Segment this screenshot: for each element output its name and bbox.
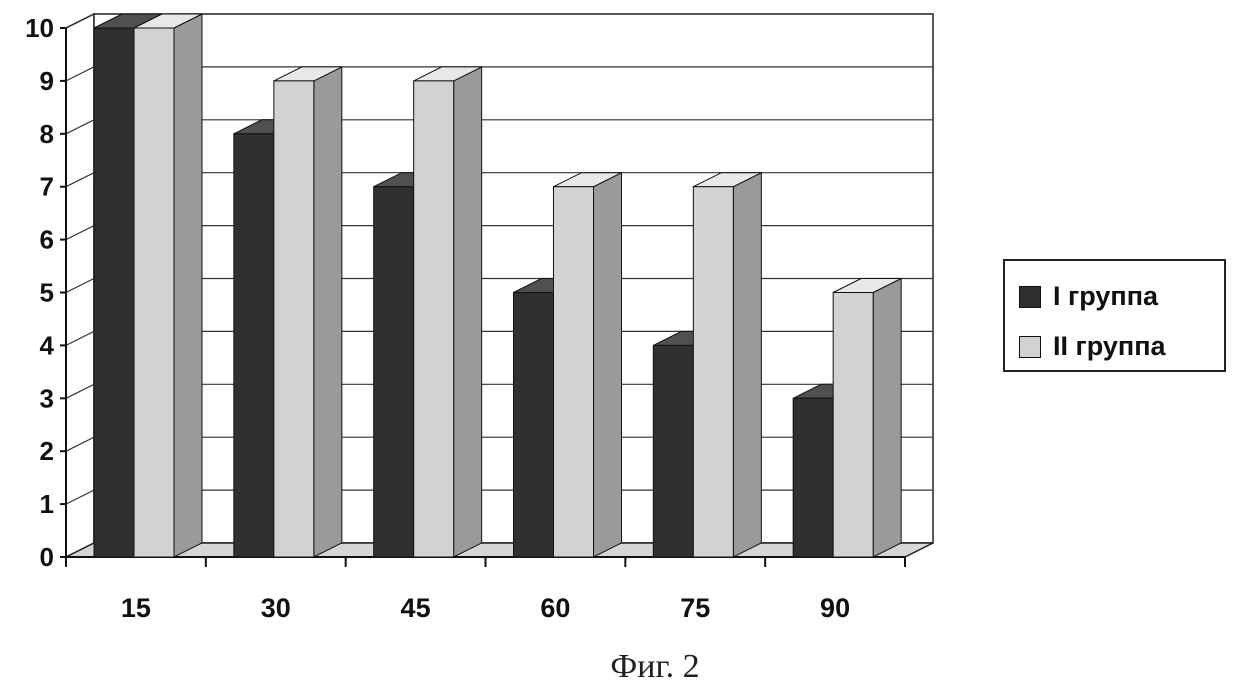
legend-label-group-1: I группа — [1053, 281, 1159, 311]
bar-front — [133, 27, 175, 558]
bar-2-45 — [413, 66, 483, 558]
y-tick-label: 1 — [40, 489, 54, 519]
x-tick-label: 75 — [680, 593, 710, 623]
figure-caption: Фиг. 2 — [610, 648, 700, 685]
y-tick-label: 6 — [40, 225, 54, 255]
bar-front — [373, 186, 415, 558]
bar-side — [173, 13, 203, 558]
bar-2-75 — [692, 171, 762, 558]
bar-front — [652, 344, 694, 558]
legend-item-group-1: I группа — [1019, 281, 1158, 312]
bar-2-15 — [133, 13, 203, 558]
y-tick-label: 9 — [40, 66, 54, 96]
bar-side — [732, 171, 762, 558]
y-tick-label: 7 — [40, 172, 54, 202]
legend-label-group-2: II группа — [1053, 331, 1166, 361]
gridline — [65, 13, 933, 29]
bar-2-90 — [832, 277, 902, 558]
bar-side — [872, 277, 902, 558]
bar-front — [832, 292, 874, 558]
legend-swatch-group-1 — [1019, 285, 1041, 308]
y-tick-label: 2 — [40, 436, 54, 466]
bar-front — [233, 133, 275, 558]
bar-front — [513, 292, 554, 558]
x-tick-label: 30 — [261, 593, 291, 623]
bar-front — [692, 186, 734, 558]
x-tick-label: 45 — [401, 593, 431, 623]
x-tick-label: 60 — [540, 593, 570, 623]
y-tick-label: 10 — [25, 13, 54, 43]
legend-swatch-group-2 — [1019, 335, 1041, 358]
bar-side — [453, 66, 483, 558]
bar-side — [313, 66, 343, 558]
bar-2-30 — [273, 66, 343, 558]
bar-front — [273, 80, 315, 558]
x-tick-label: 90 — [820, 593, 850, 623]
bar-front — [413, 80, 455, 558]
legend: I группа II группа — [1003, 259, 1226, 372]
y-tick-label: 4 — [40, 330, 55, 360]
y-tick-label: 8 — [40, 119, 54, 149]
y-tick-label: 0 — [40, 542, 54, 572]
bar-front — [792, 397, 834, 558]
bar-front — [93, 27, 135, 558]
x-tick-label: 15 — [121, 593, 151, 623]
legend-item-group-2: II группа — [1019, 331, 1166, 362]
bar-side — [593, 171, 622, 558]
bar-front — [553, 186, 594, 558]
bar-2-60 — [553, 171, 622, 558]
y-tick-label: 5 — [40, 278, 54, 308]
y-tick-label: 3 — [40, 383, 54, 413]
